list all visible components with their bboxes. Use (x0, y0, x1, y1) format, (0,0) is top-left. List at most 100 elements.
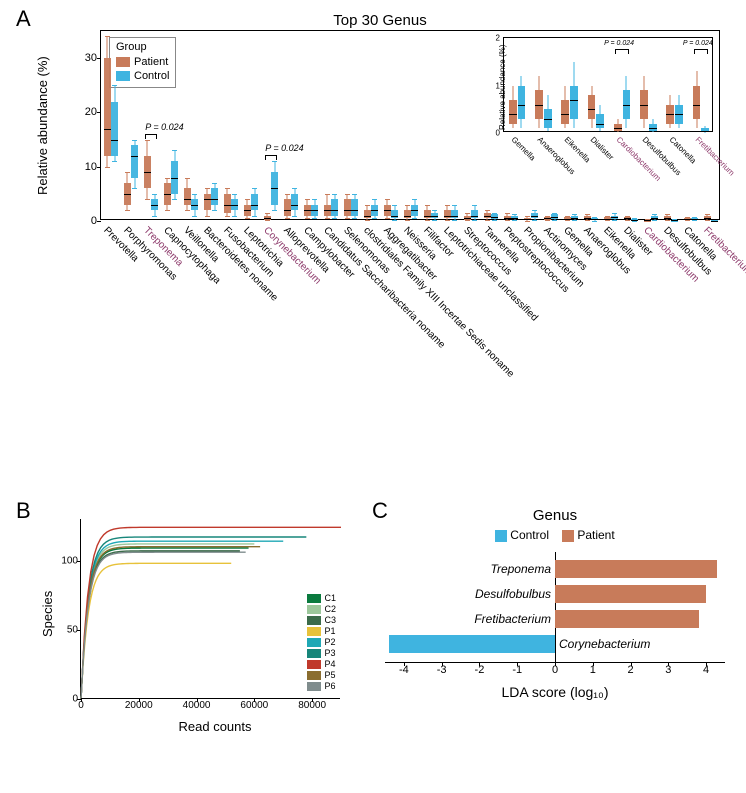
box-p (104, 31, 110, 221)
legend-b-swatch (307, 671, 321, 680)
box-p (624, 31, 630, 221)
panel-b-xlabel: Read counts (80, 719, 350, 734)
legend-b-label: P4 (324, 659, 335, 670)
legend-b-item: P2 (307, 637, 336, 648)
box-c (651, 31, 657, 221)
panel-b-label: B (16, 498, 31, 524)
panel-a-title: Top 30 Genus (30, 12, 730, 29)
legend-b-swatch (307, 660, 321, 669)
box-p (304, 31, 310, 221)
box-p (324, 31, 330, 221)
legend-b-label: C2 (324, 604, 336, 615)
box-c (531, 31, 537, 221)
box-c (711, 31, 717, 221)
ytick-line (97, 221, 101, 222)
box-p (424, 31, 430, 221)
legend-b-item: C3 (307, 615, 336, 626)
box-p (664, 31, 670, 221)
legend-c-patient: Patient (577, 528, 614, 542)
legend-c-control: Control (510, 528, 549, 542)
box-p (604, 31, 610, 221)
c-bar-label: Desulfobulbus (475, 587, 551, 601)
panel-a-plot: Group Patient Control Relative abundance… (100, 30, 720, 220)
legend-b-label: C1 (324, 593, 336, 604)
panel-c: Genus Control Patient LDA score (log₁₀) … (385, 507, 725, 767)
box-p (704, 31, 710, 221)
panel-c-xlabel: LDA score (log₁₀) (385, 684, 725, 700)
box-p (124, 31, 130, 221)
panel-b-ylabel: Species (40, 591, 55, 637)
box-p (404, 31, 410, 221)
legend-b-swatch (307, 627, 321, 636)
legend-b-swatch (307, 605, 321, 614)
legend-b-item: P3 (307, 648, 336, 659)
box-c (131, 31, 137, 221)
box-p (364, 31, 370, 221)
panel-b-svg (81, 519, 341, 699)
box-p (204, 31, 210, 221)
box-c (431, 31, 437, 221)
pval-bracket (265, 155, 277, 156)
curve-P3 (81, 537, 306, 699)
panel-a-label: A (16, 6, 31, 32)
panel-a-ylabel: Relative abundance (%) (35, 56, 50, 195)
box-p (464, 31, 470, 221)
panel-b-plot: C1C2C3P1P2P3P4P5P6 020000400006000080000… (80, 519, 340, 699)
box-c (391, 31, 397, 221)
box-p (244, 31, 250, 221)
legend-b-item: C1 (307, 593, 336, 604)
box-c (351, 31, 357, 221)
panel-c-legend: Control Patient (385, 528, 725, 542)
box-c (671, 31, 677, 221)
c-bar (555, 585, 706, 603)
c-bar-label: Corynebacterium (559, 637, 650, 651)
box-p (524, 31, 530, 221)
box-c (611, 31, 617, 221)
ytick-line (97, 112, 101, 113)
box-c (411, 31, 417, 221)
box-c (111, 31, 117, 221)
legend-b-swatch (307, 594, 321, 603)
box-c (511, 31, 517, 221)
box-c (451, 31, 457, 221)
curve-P1 (81, 563, 231, 699)
box-c (231, 31, 237, 221)
box-p (484, 31, 490, 221)
curve-P6 (81, 552, 246, 699)
box-p (684, 31, 690, 221)
legend-b-label: P5 (324, 670, 335, 681)
panel-c-plot: LDA score (log₁₀) -4-3-2-101234Treponema… (385, 552, 725, 682)
box-p (644, 31, 650, 221)
ytick-line (97, 167, 101, 168)
box-p (444, 31, 450, 221)
c-bar (555, 560, 717, 578)
box-c (591, 31, 597, 221)
box-c (271, 31, 277, 221)
pval-text: P = 0.024 (265, 143, 303, 153)
legend-b-swatch (307, 682, 321, 691)
box-c (371, 31, 377, 221)
box-p (344, 31, 350, 221)
box-c (631, 31, 637, 221)
box-c (211, 31, 217, 221)
panel-b: Species C1C2C3P1P2P3P4P5P6 0200004000060… (30, 507, 350, 767)
box-p (564, 31, 570, 221)
legend-b-swatch (307, 649, 321, 658)
box-c (191, 31, 197, 221)
box-c (471, 31, 477, 221)
panel-b-legend: C1C2C3P1P2P3P4P5P6 (307, 593, 336, 692)
legend-b-label: C3 (324, 615, 336, 626)
box-c (571, 31, 577, 221)
pval-text: P = 0.024 (145, 122, 183, 132)
legend-b-swatch (307, 638, 321, 647)
box-c (491, 31, 497, 221)
swatch-c-patient (562, 530, 574, 542)
legend-b-item: P5 (307, 670, 336, 681)
box-c (251, 31, 257, 221)
legend-b-label: P2 (324, 637, 335, 648)
pval-bracket (145, 134, 157, 135)
ytick-line (97, 58, 101, 59)
curve-P5 (81, 547, 260, 699)
c-bar-label: Treponema (491, 562, 551, 576)
panel-a: Top 30 Genus Relative abundance (%) Grou… (30, 10, 730, 470)
